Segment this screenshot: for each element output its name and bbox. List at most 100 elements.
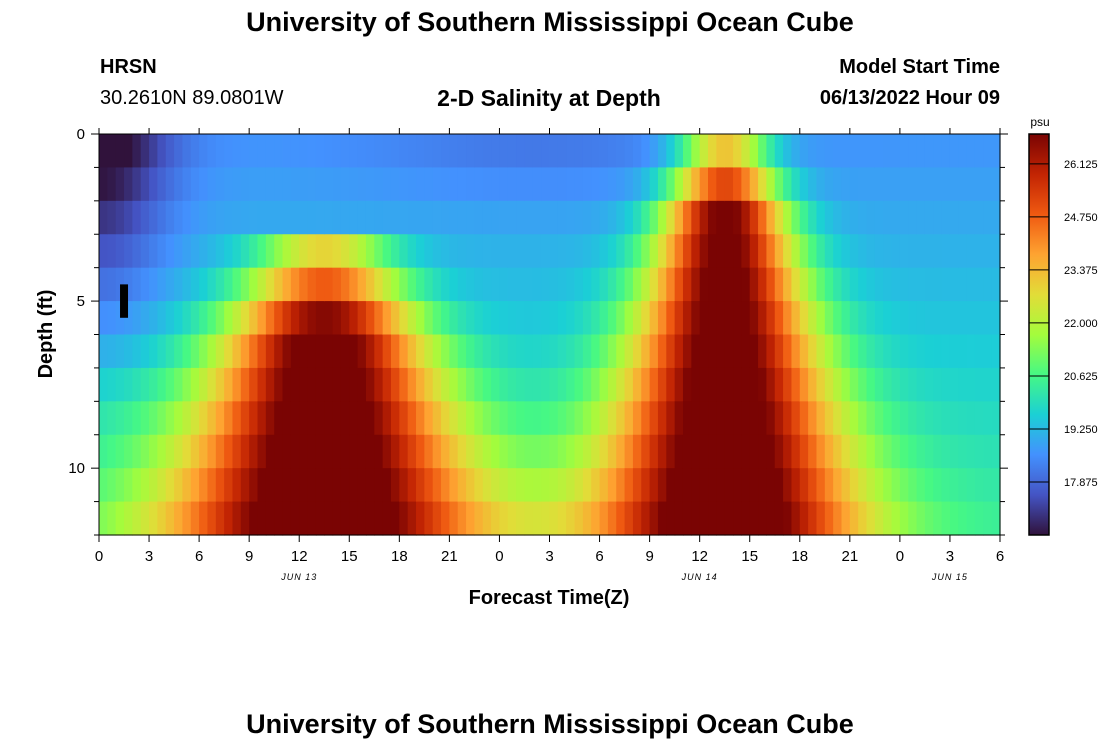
heatmap-cell (524, 334, 534, 369)
heatmap-cell (924, 134, 934, 169)
heatmap-cell (157, 267, 167, 302)
heatmap-cell (682, 301, 692, 336)
heatmap-cell (482, 367, 492, 402)
date-label: JUN 15 (931, 572, 968, 582)
heatmap-cell (307, 234, 317, 269)
heatmap-cell (282, 501, 292, 536)
heatmap-cell (908, 468, 918, 503)
heatmap-cell (407, 234, 417, 269)
heatmap-cell (716, 434, 726, 469)
heatmap-cell (657, 367, 667, 402)
heatmap-cell (466, 401, 476, 436)
heatmap-cell (374, 434, 384, 469)
heatmap-cell (766, 167, 776, 202)
heatmap-cell (199, 468, 209, 503)
heatmap-cell (199, 134, 209, 169)
heatmap-cell (299, 301, 309, 336)
heatmap-cell (207, 468, 217, 503)
heatmap-cell (582, 134, 592, 169)
heatmap-cell (624, 267, 634, 302)
heatmap-cell (407, 468, 417, 503)
heatmap-cell (716, 234, 726, 269)
heatmap-cell (941, 234, 951, 269)
heatmap-cell (566, 501, 576, 536)
heatmap-cell (182, 134, 192, 169)
heatmap-cell (849, 167, 859, 202)
heatmap-cell (849, 334, 859, 369)
heatmap-cell (307, 167, 317, 202)
heatmap-cell (349, 367, 359, 402)
heatmap-cell (107, 401, 117, 436)
heatmap-cell (866, 134, 876, 169)
heatmap-cell (983, 200, 993, 235)
heatmap-cell (274, 334, 284, 369)
heatmap-cell (324, 267, 334, 302)
heatmap-cell (332, 167, 342, 202)
heatmap-cell (632, 367, 642, 402)
heatmap-cell (849, 468, 859, 503)
heatmap-cell (774, 134, 784, 169)
heatmap-cell (933, 468, 943, 503)
heatmap-cell (833, 301, 843, 336)
heatmap-cell (958, 367, 968, 402)
heatmap-cell (641, 434, 651, 469)
heatmap-cell (916, 301, 926, 336)
heatmap-cell (99, 401, 108, 436)
heatmap-cell (874, 301, 884, 336)
heatmap-cell (282, 468, 292, 503)
heatmap-cell (299, 334, 309, 369)
heatmap-cell (491, 134, 501, 169)
heatmap-cell (808, 501, 818, 536)
colorbar (1028, 133, 1050, 536)
heatmap-cell (908, 367, 918, 402)
heatmap-cell (441, 134, 450, 169)
heatmap-cell (482, 468, 492, 503)
heatmap-cell (991, 200, 1001, 235)
heatmap-cell (774, 200, 784, 235)
heatmap-cell (115, 234, 125, 269)
heatmap-cell (691, 401, 701, 436)
heatmap-cell (908, 167, 918, 202)
heatmap-cell (390, 468, 400, 503)
heatmap-cell (199, 434, 209, 469)
heatmap-cell (324, 134, 334, 169)
heatmap-cell (374, 167, 384, 202)
heatmap-cell (657, 468, 667, 503)
heatmap-cell (582, 334, 592, 369)
heatmap-cell (424, 200, 434, 235)
heatmap-cell (891, 200, 901, 235)
heatmap-cell (349, 234, 359, 269)
heatmap-cell (632, 167, 642, 202)
heatmap-cell (532, 301, 542, 336)
x-tick-label: 6 (595, 548, 603, 565)
heatmap-cell (257, 468, 267, 503)
heatmap-cell (908, 501, 918, 536)
heatmap-cell (649, 167, 659, 202)
heatmap-cell (424, 334, 434, 369)
heatmap-cell (265, 134, 275, 169)
heatmap-cell (933, 267, 943, 302)
heatmap-cell (649, 367, 659, 402)
heatmap-cell (115, 468, 125, 503)
heatmap-cell (424, 468, 434, 503)
heatmap-cell (607, 267, 617, 302)
heatmap-cell (357, 501, 367, 536)
heatmap-cell (416, 267, 425, 302)
heatmap-cell (299, 501, 309, 536)
heatmap-cell (824, 367, 834, 402)
heatmap-cell (816, 434, 826, 469)
heatmap-cell (916, 401, 926, 436)
heatmap-cell (824, 134, 834, 169)
heatmap-cell (190, 434, 200, 469)
heatmap-cell (783, 134, 793, 169)
heatmap-cell (933, 367, 943, 402)
heatmap-cell (816, 167, 826, 202)
heatmap-cell (324, 167, 334, 202)
heatmap-cell (674, 200, 684, 235)
heatmap-cell (883, 434, 893, 469)
heatmap-cell (607, 401, 617, 436)
heatmap-cell (582, 401, 592, 436)
heatmap-cell (649, 434, 659, 469)
heatmap-cell (649, 267, 659, 302)
heatmap-cell (340, 434, 350, 469)
